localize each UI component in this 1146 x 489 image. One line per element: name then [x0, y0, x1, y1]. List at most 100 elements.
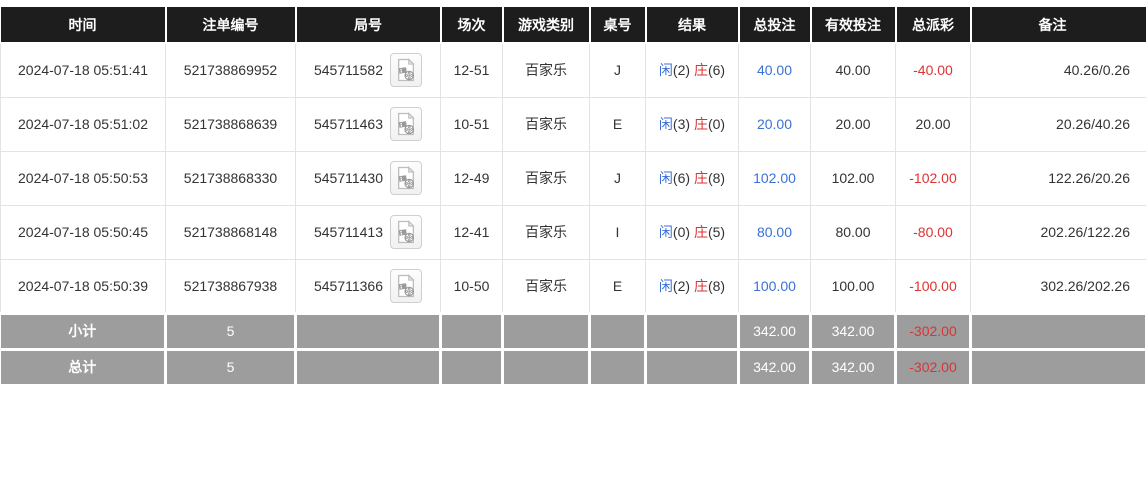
summary-valid-bet: 342.00 — [810, 347, 897, 387]
result-banker-value: (8) — [707, 170, 726, 186]
summary-count: 5 — [165, 347, 297, 387]
result-banker-value: (0) — [707, 116, 726, 132]
summary-empty-remark — [970, 347, 1146, 387]
cell-bet-id: 521738868330 — [165, 150, 296, 206]
col-header-bet_id: 注单编号 — [165, 7, 297, 44]
video-replay-icon — [398, 220, 415, 244]
col-header-table_no: 桌号 — [589, 7, 647, 44]
result-player-value: (3) — [672, 116, 691, 132]
result-player-value: (6) — [672, 170, 691, 186]
cell-remark: 122.26/20.26 — [970, 150, 1146, 206]
result-banker-label: 庄 — [693, 224, 708, 240]
cell-round-id: 545711413 — [295, 204, 441, 260]
cell-time: 2024-07-18 05:50:39 — [0, 258, 166, 314]
cell-result: 闲(2) 庄(8) — [645, 258, 739, 314]
result-player-value: (2) — [672, 277, 691, 294]
col-header-valid_bet: 有效投注 — [810, 7, 897, 44]
cell-result: 闲(2) 庄(6) — [645, 42, 739, 98]
cell-result: 闲(0) 庄(5) — [645, 204, 739, 260]
round-id-text: 545711463 — [313, 116, 384, 132]
cell-total-bet: 100.00 — [738, 258, 811, 314]
summary-row: 总计 5 342.00 342.00 -302.00 — [0, 347, 1146, 387]
summary-empty-round-id — [295, 347, 442, 387]
result-banker-label: 庄 — [693, 277, 708, 294]
col-header-session: 场次 — [440, 7, 504, 44]
cell-result: 闲(3) 庄(0) — [645, 96, 739, 152]
cell-bet-id: 521738868639 — [165, 96, 296, 152]
video-replay-button[interactable] — [390, 268, 423, 303]
result-banker-value: (5) — [707, 224, 726, 240]
cell-table-no: I — [589, 204, 646, 260]
cell-bet-id: 521738867938 — [165, 258, 296, 314]
result-banker-value: (6) — [707, 62, 726, 79]
cell-session: 12-49 — [440, 150, 503, 206]
table-row: 2024-07-18 05:50:39 521738867938 545711366… — [0, 258, 1146, 314]
cell-session: 10-51 — [440, 96, 503, 152]
cell-remark: 20.26/40.26 — [970, 96, 1146, 152]
cell-time: 2024-07-18 05:50:53 — [0, 150, 166, 206]
summary-label: 小计 — [0, 311, 167, 351]
cell-table-no: J — [589, 150, 646, 206]
result-player-value: (2) — [672, 62, 691, 79]
result-player-label: 闲 — [658, 170, 673, 186]
summary-empty-remark — [970, 311, 1146, 351]
table-row: 2024-07-18 05:51:41 521738869952 545711582… — [0, 42, 1146, 98]
table-row: 2024-07-18 05:51:02 521738868639 545711463… — [0, 96, 1146, 152]
cell-total-bet: 102.00 — [738, 150, 811, 206]
summary-total-bet: 342.00 — [738, 347, 812, 387]
cell-remark: 202.26/122.26 — [970, 204, 1146, 260]
cell-time: 2024-07-18 05:51:02 — [0, 96, 166, 152]
round-id-text: 545711366 — [313, 277, 384, 294]
col-header-result: 结果 — [645, 7, 740, 44]
cell-round-id: 545711430 — [295, 150, 441, 206]
header-row: 时间 注单编号 局号 场次 游戏类别 桌号 结果 总投注 有效投注 总派彩 备注 — [0, 7, 1146, 44]
summary-empty-game-type — [502, 311, 591, 351]
cell-table-no: E — [589, 258, 646, 314]
summary-label: 总计 — [0, 347, 167, 387]
col-header-time: 时间 — [0, 7, 167, 44]
video-replay-button[interactable] — [390, 161, 423, 195]
summary-empty-table-no — [589, 311, 647, 351]
result-player-label: 闲 — [658, 277, 673, 294]
summary-valid-bet: 342.00 — [810, 311, 897, 351]
cell-round-id: 545711366 — [295, 258, 441, 314]
cell-game-type: 百家乐 — [502, 96, 590, 152]
cell-valid-bet: 20.00 — [810, 96, 896, 152]
cell-table-no: J — [589, 42, 646, 98]
summary-total-payout: -302.00 — [895, 347, 972, 387]
col-header-total_bet: 总投注 — [738, 7, 812, 44]
cell-session: 10-50 — [440, 258, 503, 314]
cell-total-payout: -40.00 — [895, 42, 971, 98]
col-header-payout: 总派彩 — [895, 7, 972, 44]
round-id-text: 545711430 — [313, 170, 384, 186]
cell-bet-id: 521738868148 — [165, 204, 296, 260]
cell-valid-bet: 80.00 — [810, 204, 896, 260]
summary-empty-result — [645, 347, 740, 387]
video-replay-button[interactable] — [390, 215, 423, 249]
table-row: 2024-07-18 05:50:45 521738868148 545711413… — [0, 204, 1146, 260]
video-replay-icon — [398, 58, 415, 82]
cell-total-bet: 20.00 — [738, 96, 811, 152]
result-player-label: 闲 — [658, 224, 673, 240]
cell-valid-bet: 100.00 — [810, 258, 896, 314]
video-replay-icon — [398, 112, 415, 136]
summary-empty-session — [440, 311, 504, 351]
summary-total-payout: -302.00 — [895, 311, 972, 351]
summary-total-bet: 342.00 — [738, 311, 812, 351]
table-body: 2024-07-18 05:51:41 521738869952 545711582… — [0, 42, 1146, 387]
result-player-label: 闲 — [658, 62, 673, 79]
video-replay-button[interactable] — [390, 53, 423, 88]
cell-result: 闲(6) 庄(8) — [645, 150, 739, 206]
summary-row: 小计 5 342.00 342.00 -302.00 — [0, 311, 1146, 351]
round-id-text: 545711413 — [313, 224, 384, 240]
table-header: 时间 注单编号 局号 场次 游戏类别 桌号 结果 总投注 有效投注 总派彩 备注 — [0, 7, 1146, 44]
table-row: 2024-07-18 05:50:53 521738868330 545711430… — [0, 150, 1146, 206]
cell-game-type: 百家乐 — [502, 204, 590, 260]
cell-total-bet: 80.00 — [738, 204, 811, 260]
cell-table-no: E — [589, 96, 646, 152]
summary-count: 5 — [165, 311, 297, 351]
cell-total-bet: 40.00 — [738, 42, 811, 98]
video-replay-button[interactable] — [390, 107, 423, 141]
summary-empty-round-id — [295, 311, 442, 351]
cell-game-type: 百家乐 — [502, 42, 590, 98]
